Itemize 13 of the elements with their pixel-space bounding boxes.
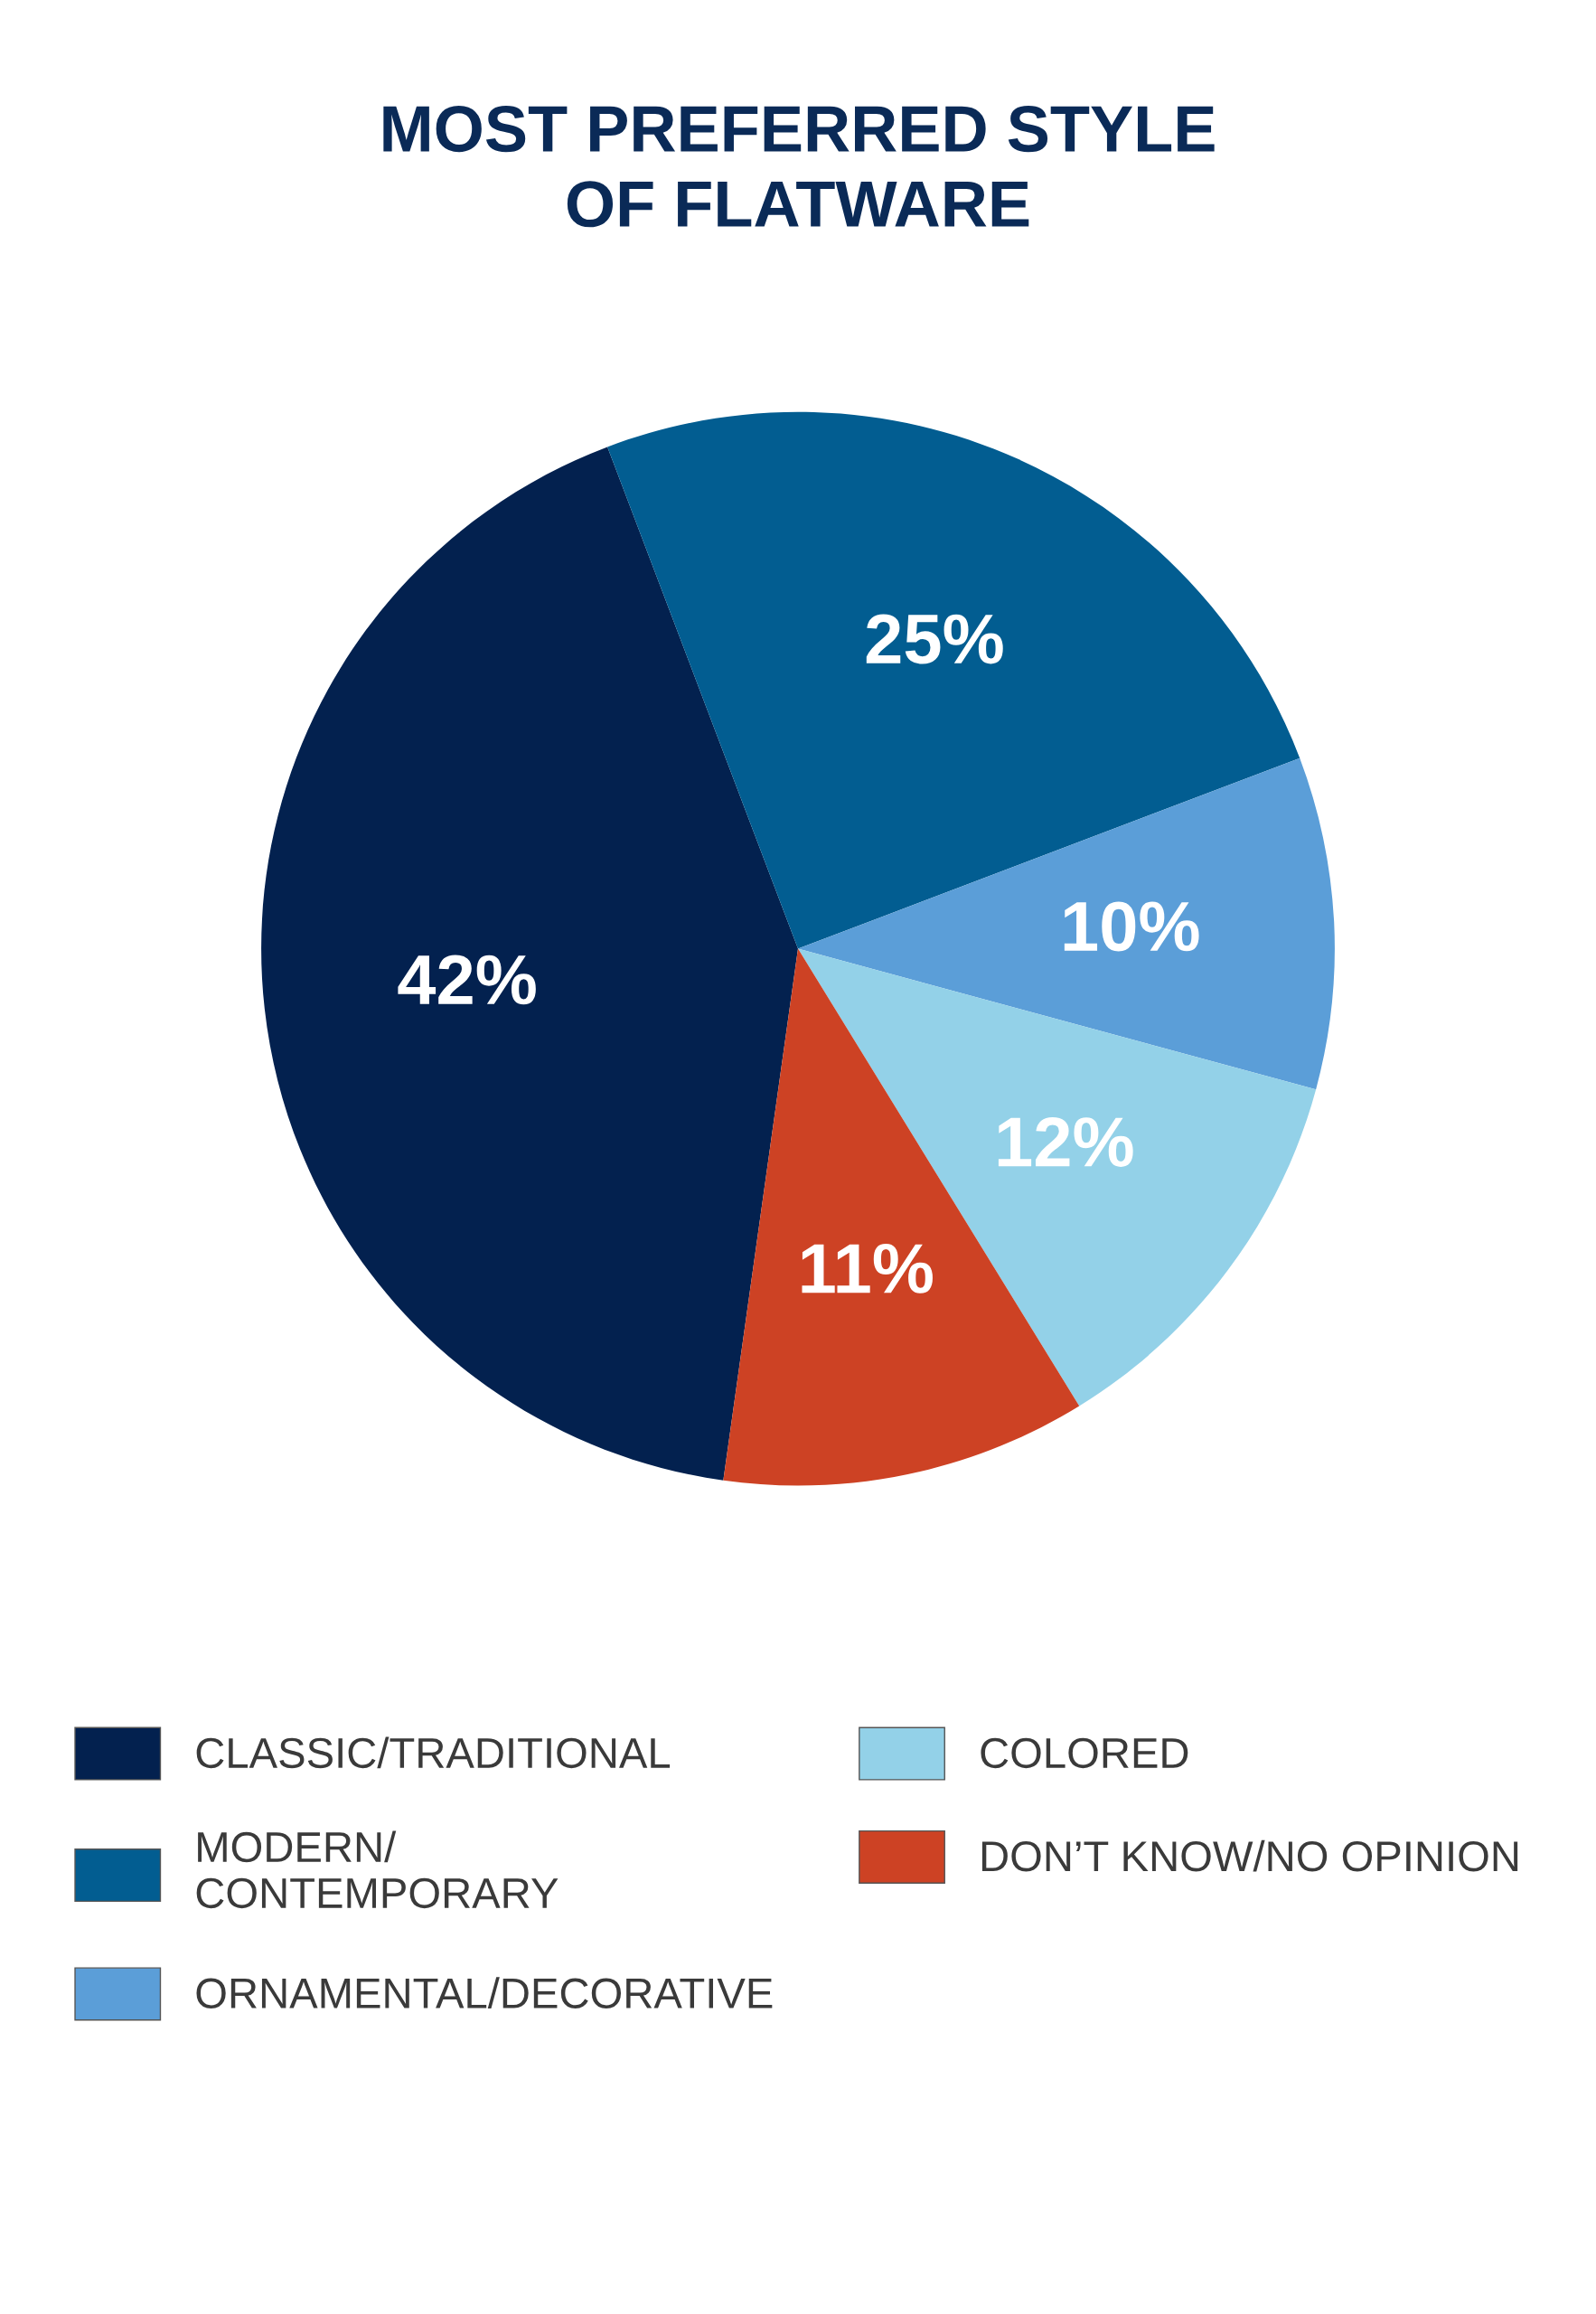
data-label: 12% (998, 1116, 1133, 1167)
legend-label: MODERN/ CONTEMPORARY (196, 1830, 559, 1909)
legend-label: ORNAMENTAL/DECORATIVE (196, 1977, 773, 2008)
legend-label: DON’T KNOW/NO OPINION (981, 1839, 1518, 1872)
legend-label: CLASSIC/TRADITIONAL (196, 1736, 671, 1769)
pie-slice (798, 757, 1335, 1090)
data-label: 11% (802, 1244, 933, 1293)
chart-title: MOST PREFERRED STYLE OF FLATWARE (383, 106, 1215, 228)
data-label: 42% (398, 955, 536, 1005)
pie-slice (261, 447, 798, 1481)
data-label: 25% (866, 614, 1003, 664)
data-label: 10% (1064, 901, 1199, 952)
legend-label: COLORED (981, 1737, 1188, 1769)
